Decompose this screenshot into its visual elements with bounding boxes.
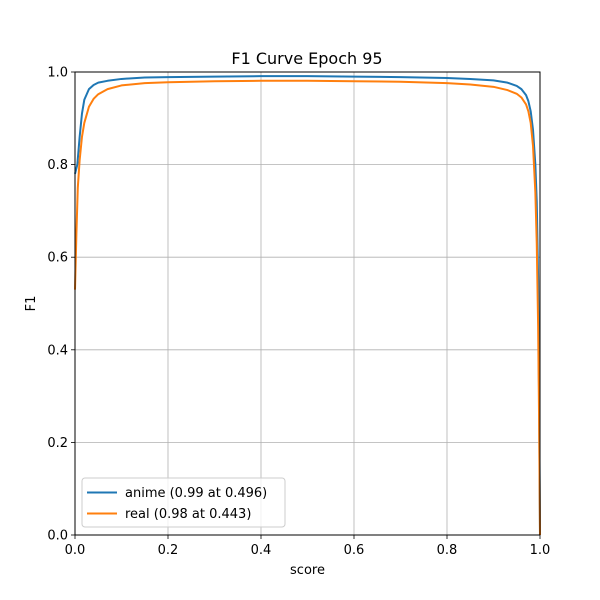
series-lines <box>74 75 541 536</box>
plot-frame <box>74 71 541 536</box>
y-tick-label: 0.0 <box>47 529 68 544</box>
y-axis-label: F1 <box>24 296 39 312</box>
x-tick-label: 0.8 <box>437 543 458 558</box>
series-line-real <box>74 79 541 536</box>
legend: anime (0.99 at 0.496) real (0.98 at 0.44… <box>81 477 286 528</box>
y-tick-label: 0.2 <box>47 436 68 451</box>
x-axis-label: score <box>290 563 325 578</box>
y-tick-label: 0.4 <box>47 343 68 358</box>
y-tick-label: 0.8 <box>47 158 68 173</box>
x-tick-label: 0.2 <box>158 543 179 558</box>
grid-lines <box>74 71 541 536</box>
series-line-anime <box>74 75 541 536</box>
axis-ticks: 0.0 0.2 0.4 0.6 0.8 1.0 0.0 0.2 0.4 0.6 0.8 1.0 <box>47 66 550 559</box>
legend-label-anime: anime (0.99 at 0.496) <box>125 486 267 501</box>
x-tick-label: 0.4 <box>251 543 272 558</box>
y-tick-label: 1.0 <box>47 66 68 81</box>
chart-title: F1 Curve Epoch 95 <box>231 49 382 68</box>
x-tick-label: 0.0 <box>65 543 86 558</box>
legend-box <box>81 477 286 528</box>
y-tick-label: 0.6 <box>47 251 68 266</box>
x-tick-label: 0.6 <box>344 543 365 558</box>
legend-label-real: real (0.98 at 0.443) <box>125 507 251 522</box>
x-tick-label: 1.0 <box>530 543 551 558</box>
